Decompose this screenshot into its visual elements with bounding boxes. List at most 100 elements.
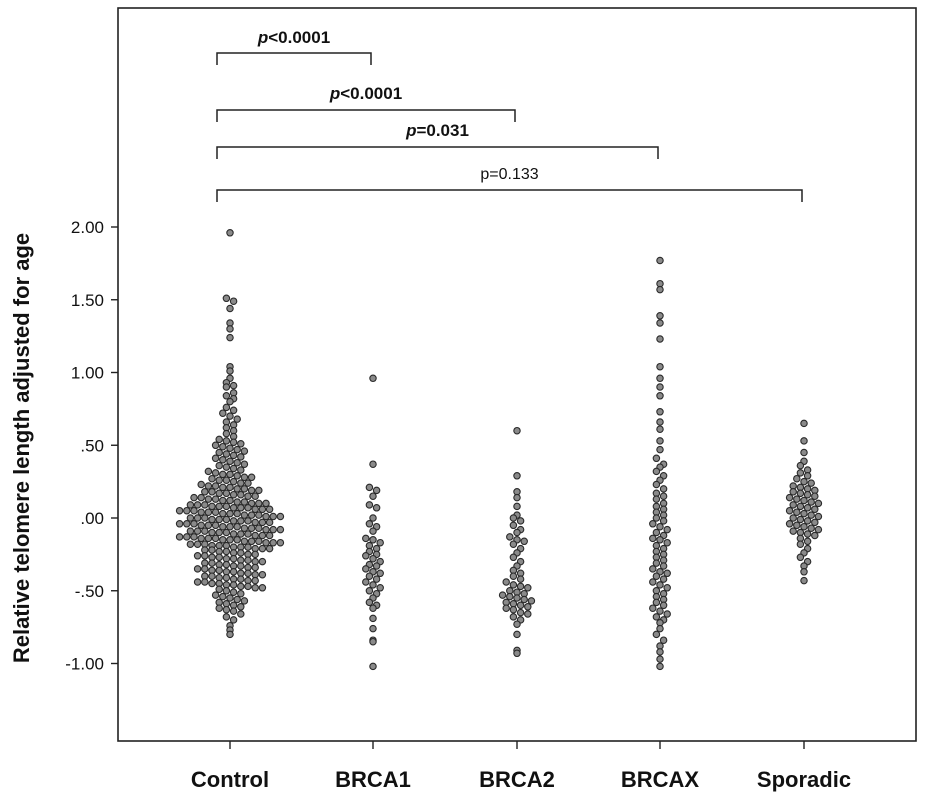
data-point-brcax	[649, 534, 657, 543]
data-point-brca1	[369, 536, 377, 544]
data-point-brca1	[369, 554, 377, 563]
data-point-control	[211, 482, 220, 490]
data-point-brca2	[524, 610, 532, 618]
data-point-control	[251, 576, 259, 585]
data-point-control	[229, 477, 238, 486]
data-point-control	[193, 578, 202, 586]
category-label-control: Control	[191, 767, 269, 792]
data-point-control	[219, 470, 227, 479]
data-point-control	[258, 584, 267, 592]
data-point-brca1	[365, 587, 374, 595]
p-value-label: p=0.031	[405, 121, 469, 140]
data-point-sporadic	[803, 537, 812, 546]
data-point-control	[193, 501, 202, 509]
data-point-control	[233, 415, 241, 423]
data-point-control	[244, 582, 252, 591]
data-point-brca2	[513, 594, 521, 602]
data-point-sporadic	[807, 498, 815, 506]
data-point-control	[240, 511, 249, 519]
data-point-brca2	[513, 649, 521, 658]
data-point-brcax	[656, 383, 664, 391]
data-point-control	[251, 531, 259, 540]
data-point-sporadic	[793, 508, 801, 516]
data-point-control	[229, 504, 238, 512]
data-point-control	[265, 505, 274, 514]
data-point-control	[255, 524, 263, 532]
data-point-control	[222, 463, 231, 471]
data-point-brcax	[663, 538, 671, 547]
data-point-sporadic	[807, 511, 815, 519]
data-point-control	[208, 559, 216, 567]
data-point-brca1	[365, 572, 374, 580]
data-point-control	[222, 403, 231, 412]
data-point-brca2	[513, 472, 521, 480]
data-point-control	[255, 499, 263, 508]
data-point-control	[208, 502, 216, 511]
data-point-control	[197, 508, 205, 516]
data-point-control	[240, 498, 249, 506]
p-value-symbol: p	[405, 121, 416, 140]
data-point-control	[204, 495, 213, 503]
data-point-brca2	[509, 514, 518, 522]
data-point-control	[244, 569, 252, 578]
data-point-brca1	[376, 584, 384, 592]
data-point-brca1	[369, 662, 377, 671]
data-point-sporadic	[796, 489, 805, 498]
data-point-control	[226, 325, 234, 333]
data-point-brcax	[652, 454, 661, 463]
data-point-control	[215, 585, 223, 594]
data-point-control	[215, 515, 223, 524]
data-point-control	[237, 517, 245, 525]
data-point-control	[226, 630, 234, 639]
data-point-control	[186, 501, 195, 509]
data-point-brcax	[659, 485, 668, 493]
data-point-brca2	[524, 584, 532, 592]
y-axis: 2.00 1.50 1.00 .50 .00 -.50 -1.00	[65, 218, 118, 674]
data-point-brca2	[509, 521, 518, 530]
data-point-sporadic	[803, 517, 812, 525]
data-point-brca2	[513, 426, 521, 435]
data-point-brca1	[369, 604, 377, 612]
data-point-control	[183, 533, 191, 541]
data-point-brca2	[509, 572, 518, 580]
data-point-brca1	[369, 514, 377, 522]
data-point-brca1	[376, 569, 384, 578]
data-point-brcax	[656, 335, 664, 343]
data-point-brcax	[656, 624, 664, 633]
data-point-control	[193, 527, 202, 535]
data-point-control	[237, 589, 245, 598]
data-point-brca2	[506, 592, 514, 601]
data-point-control	[175, 520, 184, 528]
data-point-brca2	[516, 575, 525, 583]
data-point-sporadic	[803, 490, 812, 499]
data-point-control	[251, 518, 259, 527]
data-point-control	[208, 579, 216, 588]
data-point-brcax	[652, 528, 661, 537]
data-point-control	[237, 490, 245, 499]
data-point-control	[229, 554, 238, 563]
p-value-label: p=0.133	[480, 166, 538, 183]
data-point-brcax	[652, 572, 661, 580]
data-point-sporadic	[803, 530, 812, 538]
data-point-control	[197, 493, 205, 502]
data-point-control	[222, 587, 231, 595]
data-point-control	[215, 553, 223, 562]
data-point-control	[219, 442, 227, 451]
data-point-brca2	[513, 620, 521, 628]
data-point-control	[276, 525, 285, 534]
data-point-sporadic	[803, 472, 812, 480]
data-point-brca2	[516, 608, 525, 617]
data-point-sporadic	[803, 504, 812, 512]
data-point-control	[219, 592, 227, 601]
data-point-brcax	[649, 520, 657, 528]
y-tick-label: .50	[80, 436, 104, 455]
data-point-brca1	[369, 460, 377, 468]
data-point-brcax	[656, 648, 664, 656]
data-point-control	[215, 502, 223, 511]
data-point-brca1	[369, 624, 377, 633]
data-point-control	[193, 552, 202, 560]
data-point-control	[219, 509, 227, 518]
data-point-brcax	[659, 575, 668, 583]
data-point-brca1	[365, 520, 374, 528]
